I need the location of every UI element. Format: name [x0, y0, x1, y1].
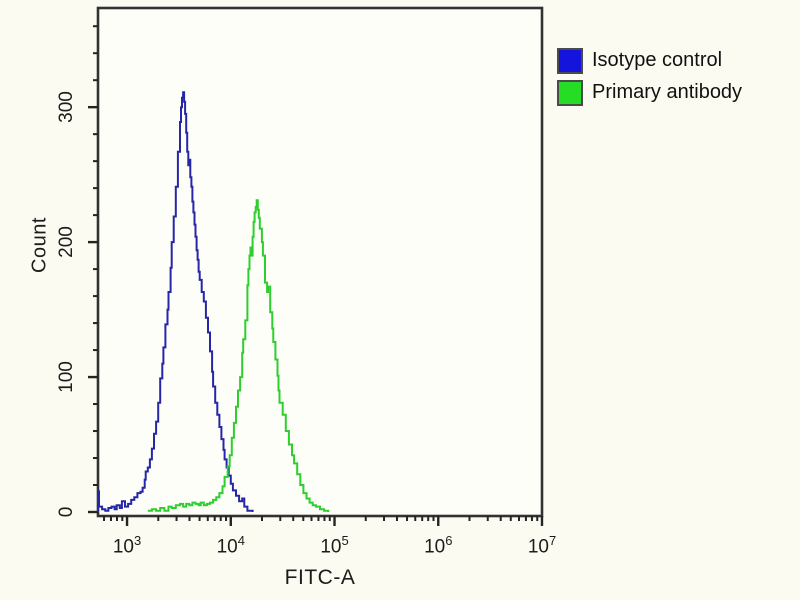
x-axis-tick-label: 106 — [424, 533, 453, 558]
y-axis-tick-label: 100 — [56, 361, 77, 393]
y-axis-tick-label: 300 — [56, 91, 77, 124]
y-axis-title: Count — [28, 217, 51, 273]
y-axis-tick-label: 200 — [56, 226, 77, 258]
x-axis-tick-label: 107 — [527, 533, 557, 558]
plot-frame — [96, 6, 544, 518]
isotype-control-swatch-icon — [557, 47, 583, 74]
x-axis-tick-label: 105 — [320, 533, 349, 558]
y-axis-tick-label: 0 — [56, 506, 77, 518]
legend: Isotype control Primary antibody — [557, 46, 742, 107]
series-isotype-control — [97, 91, 254, 512]
x-axis-title: FITC-A — [284, 566, 356, 589]
primary-antibody-swatch-icon — [557, 79, 583, 106]
legend-item-primary-antibody: Primary antibody — [557, 78, 742, 107]
legend-label: Primary antibody — [592, 81, 743, 103]
series-primary-antibody — [147, 199, 330, 512]
legend-label: Isotype control — [592, 49, 723, 71]
x-axis-tick-label: 103 — [112, 533, 142, 558]
legend-item-isotype-control: Isotype control — [557, 46, 742, 75]
x-axis-tick-label: 104 — [216, 533, 245, 558]
